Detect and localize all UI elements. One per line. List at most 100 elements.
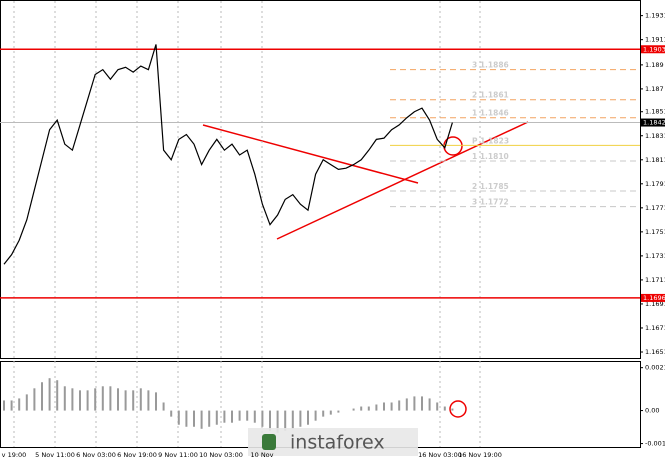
osc-bar [41,382,43,411]
osc-bar [177,410,180,425]
osc-bar [56,380,59,411]
x-tick-label: 10 Nov [250,451,273,459]
osc-bar [94,388,97,411]
osc-bar [48,378,51,411]
osc-bar [276,410,279,433]
osc-tick-label: -0.00163 [645,440,665,448]
osc-bar [124,390,127,411]
pivot-label: 2 1.1861 [472,91,509,100]
osc-bar [33,388,36,411]
osc-bar [200,410,203,429]
osc-bar [246,410,249,421]
highlight-circle [449,400,467,418]
osc-bar [231,410,233,423]
osc-bar [223,410,226,423]
x-tick-label: 16 Nov 19:00 [458,451,502,459]
osc-bar [269,410,271,431]
level-label: 1.1696 [643,294,665,302]
osc-bar [117,388,119,411]
osc-bar [132,390,135,411]
pivot-label: P 1.1823 [472,136,509,145]
osc-bar [238,410,241,421]
osc-bar [193,410,195,427]
osc-bar [352,408,355,411]
osc-bar [413,396,416,411]
watermark-bg [248,428,418,456]
level-label: 1.1903 [643,45,665,53]
osc-tick-label: 0.00 [645,407,659,415]
osc-bar [421,396,423,411]
osc-bar [299,410,302,427]
osc-tick-label: 0.00212 [645,364,665,372]
pivot-label: 2 1.1785 [472,182,509,191]
x-tick-label: 6 Nov 03:00 [76,451,116,459]
osc-bar [71,388,74,411]
osc-bar [428,398,431,411]
pivot-label: 3 1.1886 [472,61,509,70]
osc-bar [337,410,340,413]
osc-bar [443,406,446,411]
watermark-logo [262,434,276,450]
pivot-label: 1 1.1810 [472,152,509,161]
x-tick-label: v 19:00 [2,451,27,459]
osc-bar [307,410,309,425]
x-tick-label: 16 Nov 03:00 [418,451,462,459]
osc-bar [436,402,439,411]
osc-bar [101,386,104,411]
osc-bar [367,406,370,411]
osc-bar [25,394,28,411]
osc-bar [139,388,142,411]
price-pane [0,0,641,359]
osc-bar [253,410,256,423]
price-label: 1.1842 [643,119,665,127]
osc-bar [398,400,401,411]
trend-line [276,121,529,240]
watermark: instaforex [248,428,418,456]
watermark-text: instaforex [290,432,385,454]
level-tag [641,45,665,54]
osc-bar [79,390,81,411]
osc-bar [314,410,317,421]
osc-bar [170,410,173,417]
osc-bar [3,400,5,411]
osc-bar [162,402,165,411]
osc-bar [86,390,89,411]
pivot-label: 1 1.1846 [472,109,509,118]
trend-line [202,124,419,184]
osc-bar [383,402,385,411]
osc-bar [284,410,287,431]
y-tick-label: 1.187 [645,85,664,93]
osc-bar [147,390,150,411]
osc-bar [360,406,363,411]
x-tick-label: 5 Nov 11:00 [35,451,75,459]
osc-bar [208,410,211,427]
osc-bar [63,386,66,411]
y-tick-label: 1.189 [645,61,664,69]
osc-bar [185,410,188,427]
osc-bar [109,386,112,411]
pivot-label: 3 1.1772 [472,198,509,207]
osc-bar [451,408,454,411]
x-tick-label: 9 Nov 11:00 [158,451,198,459]
osc-bar [390,402,393,411]
x-tick-label: 6 Nov 19:00 [117,451,157,459]
osc-bar [375,404,378,411]
x-tick-label: 10 Nov 03:00 [199,451,243,459]
osc-bar [329,410,332,415]
price-tag [641,118,665,127]
osc-bar [215,410,218,425]
level-tag [641,293,665,302]
osc-bar [155,392,157,411]
